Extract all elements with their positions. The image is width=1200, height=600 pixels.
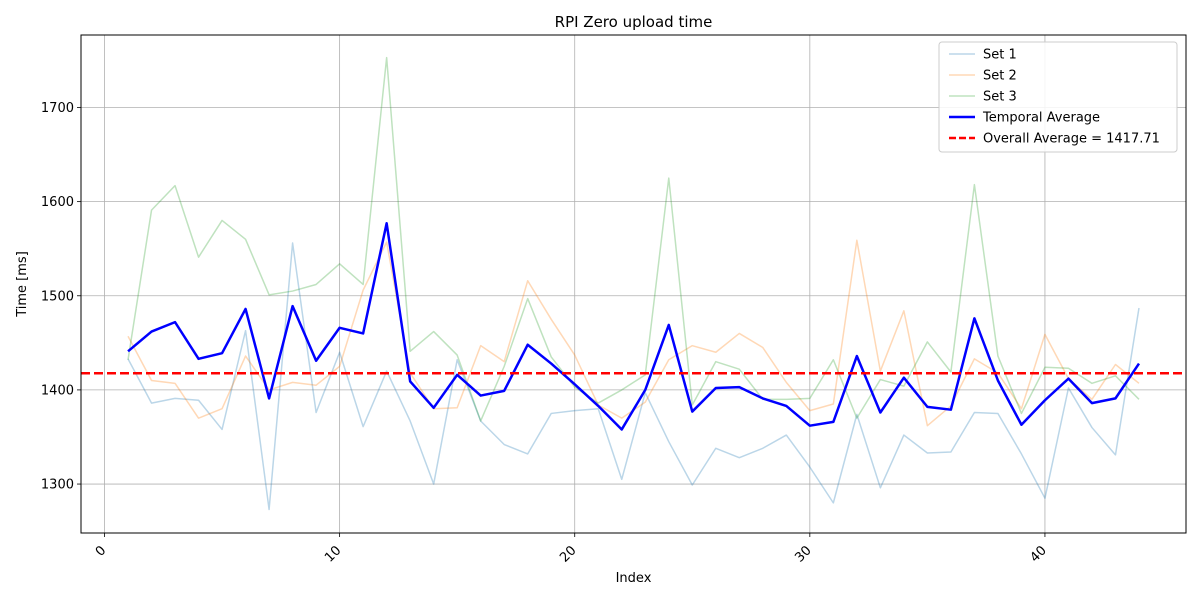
series-line-set-3 bbox=[127, 56, 1140, 422]
y-tick-label: 1500 bbox=[41, 289, 74, 304]
y-tick-label: 1400 bbox=[41, 383, 74, 398]
chart-title: RPI Zero upload time bbox=[555, 13, 713, 31]
legend-label: Set 1 bbox=[983, 48, 1017, 63]
legend-label: Overall Average = 1417.71 bbox=[983, 132, 1160, 147]
y-axis-label: Time [ms] bbox=[15, 251, 30, 318]
plot-frame bbox=[80, 34, 1187, 534]
legend-label: Set 3 bbox=[983, 90, 1017, 105]
y-tick-label: 1700 bbox=[41, 101, 74, 116]
legend-label: Set 2 bbox=[983, 69, 1017, 84]
legend-label: Temporal Average bbox=[982, 111, 1100, 126]
y-tick-label: 1300 bbox=[41, 478, 74, 493]
series-line-temporal-average bbox=[127, 222, 1141, 431]
x-axis-label: Index bbox=[616, 571, 652, 586]
legend: Set 1 Set 2 Set 3 Temporal Average Overall A… bbox=[938, 41, 1178, 153]
series-layer bbox=[81, 56, 1186, 511]
y-tick-label: 1600 bbox=[41, 195, 74, 210]
legend-box bbox=[938, 41, 1178, 153]
series-line-set-1 bbox=[127, 242, 1140, 511]
